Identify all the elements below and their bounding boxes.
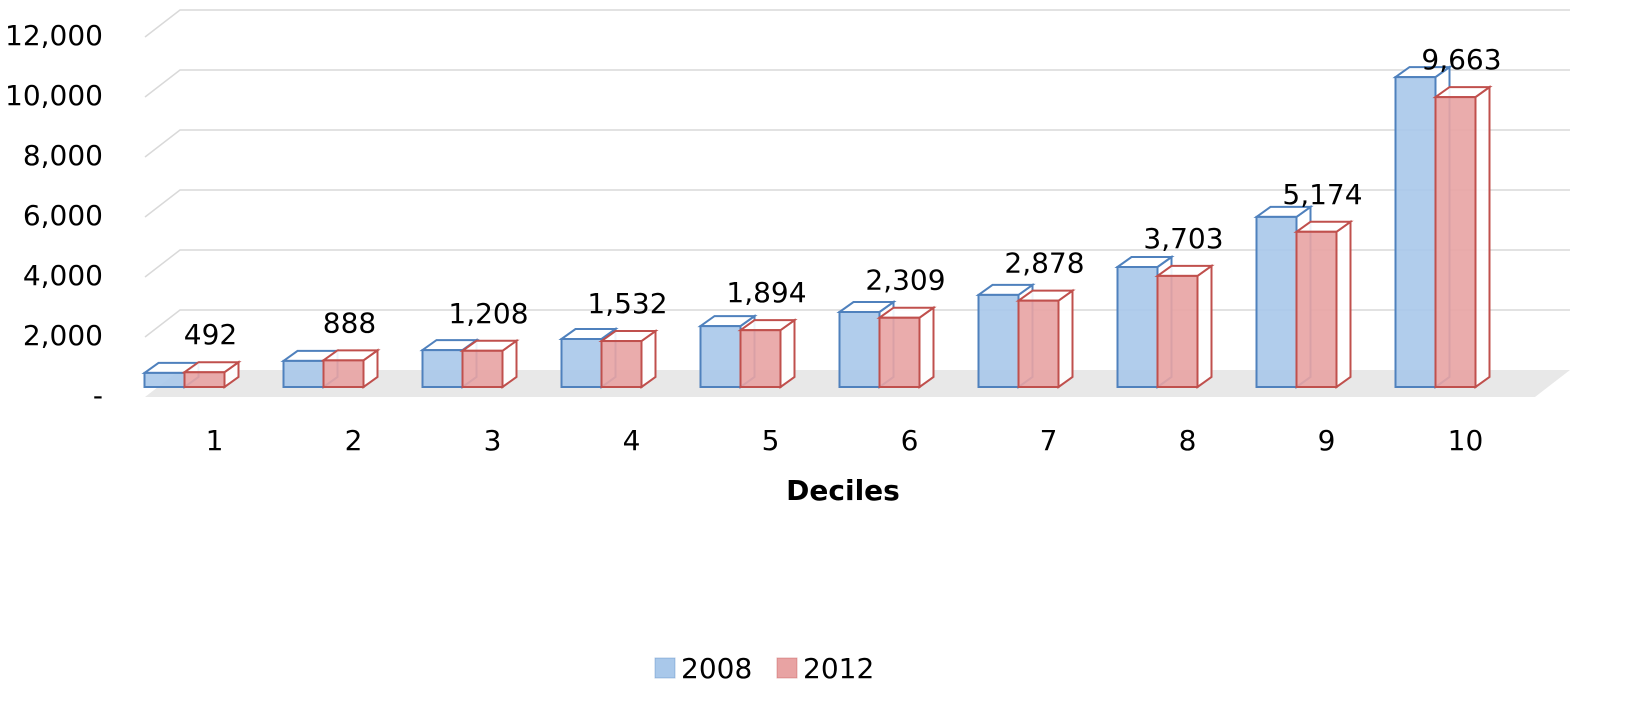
bar-front — [1394, 76, 1437, 388]
bar-side — [779, 318, 796, 389]
grid-line — [144, 309, 1570, 338]
bar — [1154, 263, 1215, 389]
bar-front — [421, 349, 464, 389]
bar-front — [1255, 215, 1298, 388]
bar — [737, 318, 798, 389]
grid-line — [144, 9, 1570, 38]
bar-front — [739, 329, 782, 388]
grid-line — [144, 129, 1570, 158]
bar-front — [1156, 274, 1199, 388]
x-tick-label: 6 — [901, 424, 919, 457]
bar-front — [878, 316, 921, 389]
data-label: 2,878 — [1004, 247, 1084, 280]
x-tick-label: 10 — [1448, 424, 1484, 457]
y-tick-label: - — [93, 379, 103, 412]
x-tick-label: 1 — [206, 424, 224, 457]
bar — [181, 360, 242, 389]
data-label: 888 — [323, 306, 376, 339]
x-axis-title: Deciles — [786, 474, 900, 507]
legend-label: 2008 — [681, 652, 752, 685]
y-tick-label: 8,000 — [23, 139, 103, 172]
bar-front — [977, 293, 1020, 388]
y-tick-label: 12,000 — [5, 19, 103, 52]
bar — [320, 348, 381, 389]
y-tick-label: 10,000 — [5, 79, 103, 112]
data-label: 2,309 — [865, 264, 945, 297]
bar-side — [1335, 219, 1352, 389]
bar — [1293, 219, 1354, 389]
legend-swatch — [776, 657, 798, 679]
bar-side — [1474, 85, 1491, 389]
bar — [1015, 288, 1076, 389]
bar-front — [1017, 299, 1060, 388]
bar-front — [143, 371, 186, 388]
y-tick-label: 4,000 — [23, 259, 103, 292]
data-label: 5,174 — [1282, 178, 1362, 211]
bar-front — [1116, 266, 1159, 388]
bar-front — [183, 371, 226, 388]
x-tick-label: 8 — [1179, 424, 1197, 457]
bar-front — [600, 340, 643, 389]
bar — [876, 305, 937, 389]
bar — [598, 329, 659, 389]
legend-swatch — [654, 657, 676, 679]
data-label: 3,703 — [1143, 222, 1223, 255]
x-tick-label: 5 — [762, 424, 780, 457]
bar-front — [1295, 230, 1338, 388]
y-tick-label: 2,000 — [23, 319, 103, 352]
x-tick-label: 2 — [345, 424, 363, 457]
x-tick-label: 7 — [1040, 424, 1058, 457]
data-label: 1,532 — [587, 287, 667, 320]
bar-front — [838, 311, 881, 388]
bar-front — [560, 338, 603, 388]
grid-line — [144, 249, 1570, 278]
bar — [459, 338, 520, 389]
bar — [1432, 85, 1493, 389]
x-tick-label: 3 — [484, 424, 502, 457]
bar-front — [1434, 96, 1477, 389]
data-label: 1,894 — [726, 276, 806, 309]
grid-line — [144, 69, 1570, 98]
bar-front — [282, 359, 325, 388]
bar-front — [322, 359, 365, 388]
data-label: 1,208 — [448, 297, 528, 330]
bar-side — [1196, 263, 1213, 389]
bar-side — [1057, 288, 1074, 389]
x-tick-label: 9 — [1318, 424, 1336, 457]
data-label: 492 — [184, 318, 237, 351]
x-tick-label: 4 — [623, 424, 641, 457]
y-tick-label: 6,000 — [23, 199, 103, 232]
bar-side — [918, 305, 935, 389]
bar-front — [699, 325, 742, 389]
data-label: 9,663 — [1421, 43, 1501, 76]
legend-label: 2012 — [803, 652, 874, 685]
bar-front — [461, 349, 504, 389]
grid-line — [144, 189, 1570, 218]
